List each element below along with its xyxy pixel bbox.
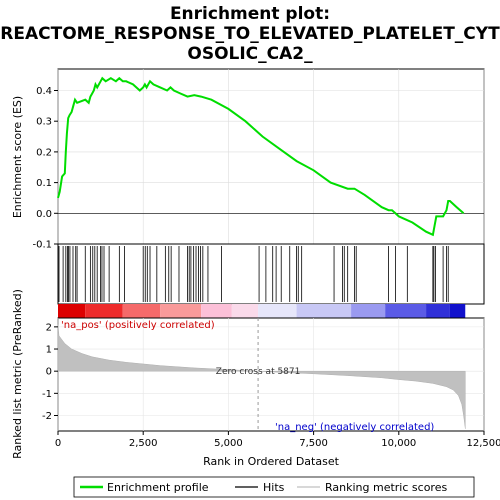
es-y-axis-label: Enrichment score (ES) [11, 96, 24, 218]
chart-title-line-3: OSOLIC_CA2_ [187, 44, 313, 64]
hits-panel [57, 243, 485, 305]
x-tick-label: 5,000 [214, 438, 243, 449]
heat-bar-segment [122, 304, 161, 318]
heat-bar-segment [258, 304, 297, 318]
x-tick-label: 0 [55, 438, 61, 449]
hits-panel-frame [57, 243, 485, 305]
heat-bar-segment [296, 304, 352, 318]
es-y-tick-label: 0.3 [36, 117, 52, 128]
heat-bar-segment [58, 304, 86, 318]
positive-correlation-label: 'na_pos' (positively correlated) [61, 320, 215, 331]
ranking-heat-bar [58, 304, 466, 318]
x-axis-ticks: 0 2,500 5,000 7,500 10,000 12,500 [55, 431, 500, 449]
enrichment-profile-line [57, 76, 465, 237]
heat-bar-segment [231, 304, 259, 318]
heat-bar-segment [160, 304, 202, 318]
es-panel: -0.1 0.0 0.1 0.2 0.3 0.4 Enrichment score (ES… [11, 68, 485, 251]
heat-bar-segment [426, 304, 450, 318]
metric-y-tick-label: 0 [46, 367, 52, 378]
x-tick-label: 12,500 [467, 438, 500, 449]
es-y-tick-label: 0.0 [36, 209, 52, 220]
heat-bar-segment [85, 304, 123, 318]
x-tick-label: 7,500 [299, 438, 328, 449]
metric-y-tick-label: -1 [42, 389, 52, 400]
x-tick-label: 10,000 [381, 438, 416, 449]
heat-bar-segment [351, 304, 386, 318]
es-y-ticks: -0.1 0.0 0.1 0.2 0.3 0.4 [32, 86, 58, 251]
es-y-tick-label: -0.1 [32, 240, 52, 251]
es-y-tick-label: 0.4 [36, 86, 52, 97]
legend-label-ranking: Ranking metric scores [325, 481, 447, 494]
es-panel-frame [57, 68, 485, 245]
legend-label-enrichment: Enrichment profile [107, 481, 209, 494]
legend-label-hits: Hits [263, 481, 285, 494]
hits-marks [58, 246, 449, 302]
x-axis-label: Rank in Ordered Dataset [203, 455, 340, 468]
metric-y-ticks: -2 -1 0 1 2 [42, 322, 58, 422]
heat-bar-segment [385, 304, 427, 318]
x-tick-label: 2,500 [129, 438, 158, 449]
heat-bar-segment [201, 304, 232, 318]
metric-y-tick-label: 2 [46, 322, 52, 333]
metric-panel: Zero cross at 5871 'na_pos' (positively … [11, 289, 500, 468]
chart-title-line-1: Enrichment plot: [170, 4, 330, 24]
zero-cross-label: Zero cross at 5871 [216, 367, 301, 377]
legend-frame [73, 476, 475, 498]
metric-y-tick-label: -2 [42, 411, 52, 422]
legend: Enrichment profile Hits Ranking metric s… [73, 476, 475, 498]
chart-title-line-2: REACTOME_RESPONSE_TO_ELEVATED_PLATELET_C… [0, 24, 500, 44]
metric-y-tick-label: 1 [46, 345, 52, 356]
heat-bar-segment [449, 304, 466, 318]
ranking-metric-area [57, 324, 466, 429]
metric-y-axis-label: Ranked list metric (PreRanked) [11, 289, 24, 459]
es-y-tick-label: 0.1 [36, 178, 52, 189]
negative-correlation-label: 'na_neg' (negatively correlated) [275, 422, 434, 433]
es-y-tick-label: 0.2 [36, 147, 52, 158]
